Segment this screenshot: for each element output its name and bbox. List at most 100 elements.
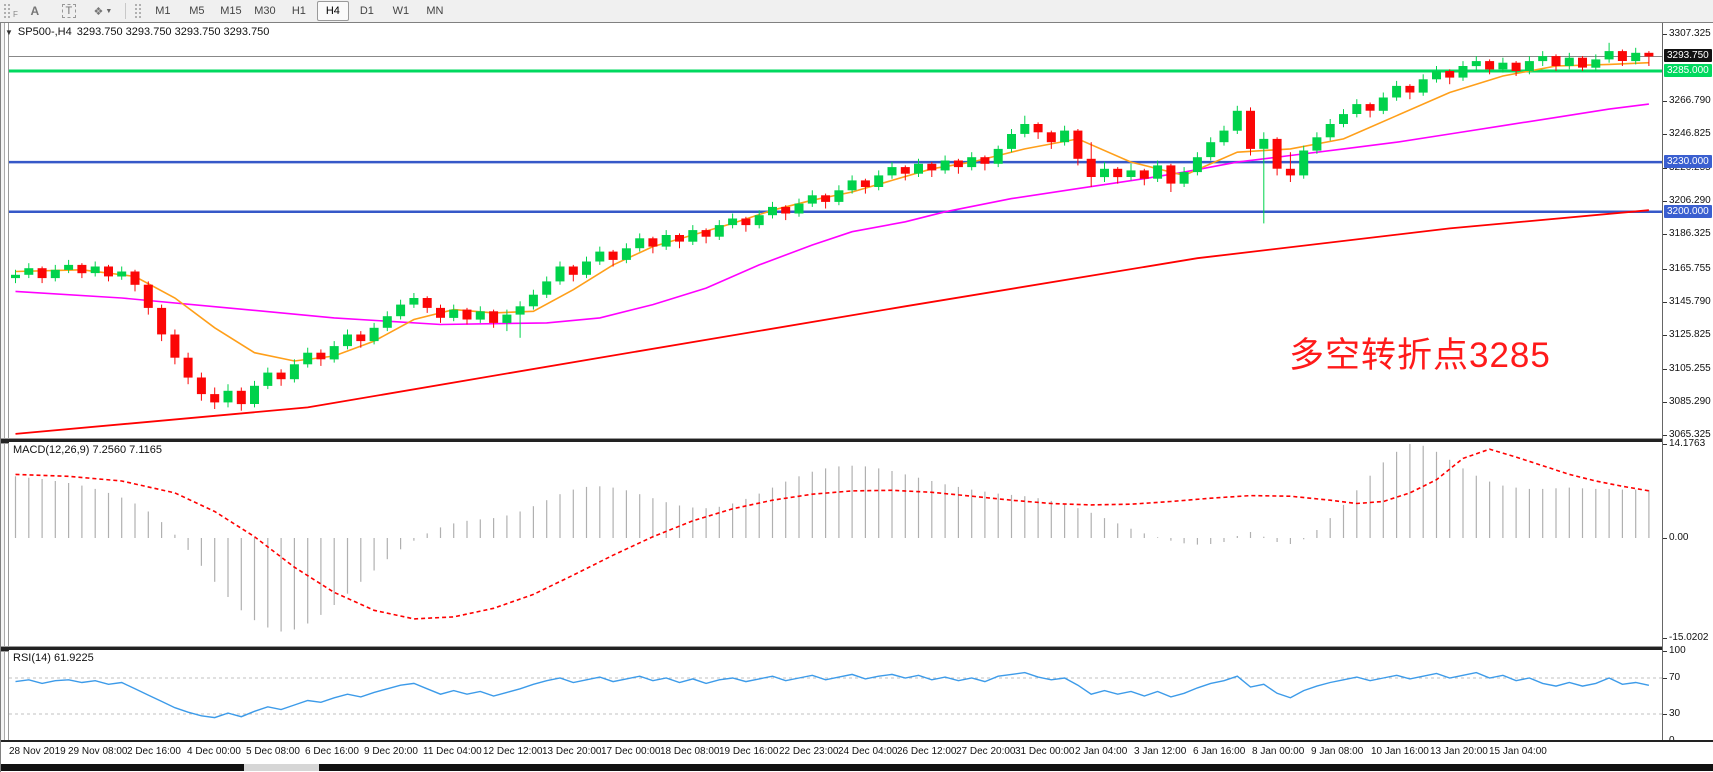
price-level-badge: 3230.000: [1664, 155, 1712, 168]
price-level-badge: 3285.000: [1664, 64, 1712, 77]
time-axis-label: 18 Dec 08:00: [660, 746, 720, 757]
time-axis-label: 24 Dec 04:00: [838, 746, 898, 757]
time-axis-label: 28 Nov 2019: [9, 746, 66, 757]
time-axis-label: 4 Dec 00:00: [187, 746, 241, 757]
timeframe-d1-button[interactable]: D1: [359, 5, 374, 17]
axis-tick-mark: [1663, 134, 1667, 135]
timeframe-group-drag-handle-icon[interactable]: [133, 3, 142, 19]
left-gutter: [1, 23, 9, 763]
price-axis-tick: 3085.290: [1669, 396, 1711, 407]
bottom-strip-segment: [1, 764, 244, 771]
price-axis-tick: 3125.825: [1669, 329, 1711, 340]
price-axis-tick: 3246.825: [1669, 128, 1711, 139]
price-level-badge: 3200.000: [1664, 205, 1712, 218]
axis-tick-mark: [1663, 538, 1667, 539]
price-axis-tick: 3065.325: [1669, 429, 1711, 440]
text-label-tool-button[interactable]: A: [19, 1, 51, 21]
time-axis: 28 Nov 2019 29 Nov 08:00 2 Dec 16:00 4 Dec …: [1, 742, 1713, 763]
time-axis-label: 2 Dec 16:00: [127, 746, 181, 757]
axis-tick-mark: [1663, 302, 1667, 303]
timeframe-mn-button[interactable]: MN: [426, 5, 444, 17]
rsi-panel[interactable]: RSI(14) 61.9225: [9, 650, 1662, 740]
axis-tick-mark: [1663, 34, 1667, 35]
axis-tick-mark: [1663, 435, 1667, 436]
price-axis-tick: 100: [1669, 645, 1686, 656]
timeframe-m5-button[interactable]: M5: [189, 5, 205, 17]
toolbar-drag-handle-icon[interactable]: [3, 3, 11, 19]
time-axis-label: 22 Dec 23:00: [779, 746, 839, 757]
price-axis-tick: 3165.755: [1669, 263, 1711, 274]
time-axis-label: 10 Jan 16:00: [1371, 746, 1429, 757]
time-axis-border: [1, 740, 1713, 742]
time-axis-label: 26 Dec 12:00: [897, 746, 957, 757]
window-bottom-strip: [1, 763, 1713, 772]
macd-panel[interactable]: MACD(12,26,9) 7.2560 7.1165: [9, 442, 1662, 646]
time-axis-label: 9 Dec 20:00: [364, 746, 418, 757]
axis-tick-mark: [1663, 101, 1667, 102]
chart-annotation-text: 多空转折点3285: [1289, 336, 1551, 375]
chart-expander-icon[interactable]: ▼: [5, 27, 13, 37]
price-axis-tick: 0.00: [1669, 532, 1689, 543]
price-axis-tick: 14.1763: [1669, 438, 1706, 449]
timeframe-h4-button[interactable]: H4: [316, 1, 349, 21]
time-axis-label: 13 Dec 20:00: [542, 746, 602, 757]
price-axis-tick: 3307.325: [1669, 28, 1711, 39]
chart-symbol-timeframe: SP500-,H4: [17, 26, 72, 38]
rsi-indicator-label: RSI(14) 61.9225: [13, 652, 94, 664]
axis-tick-mark: [1663, 201, 1667, 202]
axis-tick-mark: [1663, 369, 1667, 370]
time-axis-label: 3 Jan 12:00: [1134, 746, 1187, 757]
price-axis-tick: -15.0202: [1669, 632, 1709, 643]
timeframe-m15-button[interactable]: M15: [220, 5, 242, 17]
time-axis-label: 31 Dec 00:00: [1015, 746, 1075, 757]
time-axis-label: 8 Jan 00:00: [1252, 746, 1305, 757]
axis-tick-mark: [1663, 168, 1667, 169]
grid-f-icon: F: [13, 9, 18, 19]
chart-ohlc-quotes: 3293.750 3293.750 3293.750 3293.750: [76, 26, 270, 38]
time-axis-label: 13 Jan 20:00: [1430, 746, 1488, 757]
letter-a-icon: A: [30, 4, 40, 18]
price-axis-tick: 3145.790: [1669, 296, 1711, 307]
price-axis-tick: 3105.255: [1669, 363, 1711, 374]
time-axis-label: 29 Nov 08:00: [68, 746, 128, 757]
letter-t-icon: T: [61, 4, 77, 18]
time-axis-label: 2 Jan 04:00: [1075, 746, 1128, 757]
timeframe-h1-button[interactable]: H1: [291, 5, 306, 17]
shapes-tool-button[interactable]: ❖ ▼: [87, 1, 119, 21]
time-axis-label: 27 Dec 20:00: [956, 746, 1016, 757]
time-axis-label: 6 Dec 16:00: [305, 746, 359, 757]
time-axis-label: 9 Jan 08:00: [1311, 746, 1364, 757]
time-axis-label: 11 Dec 04:00: [423, 746, 482, 757]
axis-tick-mark: [1663, 638, 1667, 639]
timeframe-m30-button[interactable]: M30: [254, 5, 276, 17]
time-axis-label: 15 Jan 04:00: [1489, 746, 1547, 757]
price-axis-tick: 70: [1669, 672, 1681, 683]
macd-indicator-label: MACD(12,26,9) 7.2560 7.1165: [13, 444, 162, 456]
toolbar-separator: [124, 3, 126, 19]
shapes-icon: ❖: [93, 5, 104, 18]
price-axis-tick: 30: [1669, 708, 1681, 719]
price-level-badge: 3293.750: [1664, 49, 1712, 62]
axis-tick-mark: [1663, 269, 1667, 270]
time-axis-label: 19 Dec 16:00: [719, 746, 779, 757]
price-panel[interactable]: [9, 27, 1662, 438]
bottom-strip-segment: [319, 764, 1713, 771]
axis-tick-mark: [1663, 678, 1667, 679]
timeframe-m1-button[interactable]: M1: [155, 5, 171, 17]
bottom-strip-gap: [244, 764, 319, 771]
price-axis-tick: 3266.790: [1669, 95, 1711, 106]
time-axis-label: 12 Dec 12:00: [483, 746, 543, 757]
text-tool-button[interactable]: T: [53, 1, 85, 21]
time-axis-label: 5 Dec 08:00: [246, 746, 300, 757]
axis-tick-mark: [1663, 444, 1667, 445]
price-axis-tick: 3186.325: [1669, 228, 1711, 239]
axis-tick-mark: [1663, 335, 1667, 336]
price-axis-tick: 3206.290: [1669, 195, 1711, 206]
price-axis: 3307.3253266.7903246.8253226.2553206.290…: [1662, 23, 1713, 746]
timeframe-w1-button[interactable]: W1: [392, 5, 410, 17]
chart-window: ▼ SP500-,H4 3293.750 3293.750 3293.750 3…: [0, 22, 1713, 772]
time-axis-label: 17 Dec 00:00: [601, 746, 661, 757]
axis-tick-mark: [1663, 714, 1667, 715]
time-axis-label: 6 Jan 16:00: [1193, 746, 1246, 757]
